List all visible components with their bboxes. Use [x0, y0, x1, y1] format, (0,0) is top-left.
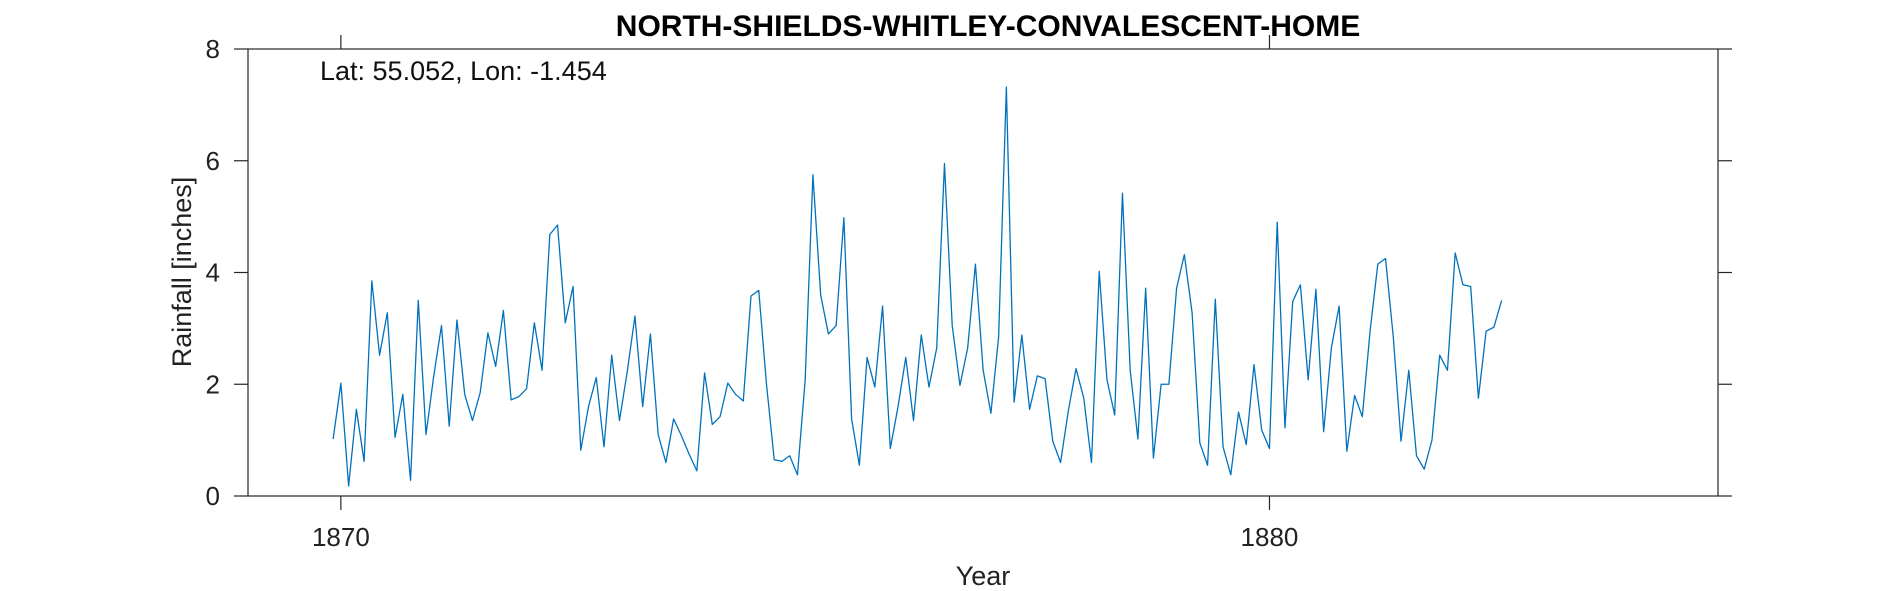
plot-area-box	[247, 48, 1719, 497]
chart-title: NORTH-SHIELDS-WHITLEY-CONVALESCENT-HOME	[616, 10, 1360, 43]
x-tick-label: 1880	[1241, 522, 1299, 552]
y-tick-label: 6	[206, 146, 220, 176]
y-tick-label: 2	[206, 369, 220, 399]
y-axis-ticks: 0 2 4 6 8	[206, 34, 1732, 511]
x-axis-ticks: 1870 1880	[312, 35, 1298, 552]
x-tick-label: 1870	[312, 522, 370, 552]
y-tick-label: 4	[206, 258, 220, 288]
location-annotation: Lat: 55.052, Lon: -1.454	[320, 56, 607, 86]
rainfall-series-line	[332, 86, 1503, 487]
y-axis-label: Rainfall [inches]	[167, 177, 197, 368]
x-axis-label: Year	[956, 561, 1011, 591]
y-tick-label: 8	[206, 34, 220, 64]
y-tick-label: 0	[206, 481, 220, 511]
